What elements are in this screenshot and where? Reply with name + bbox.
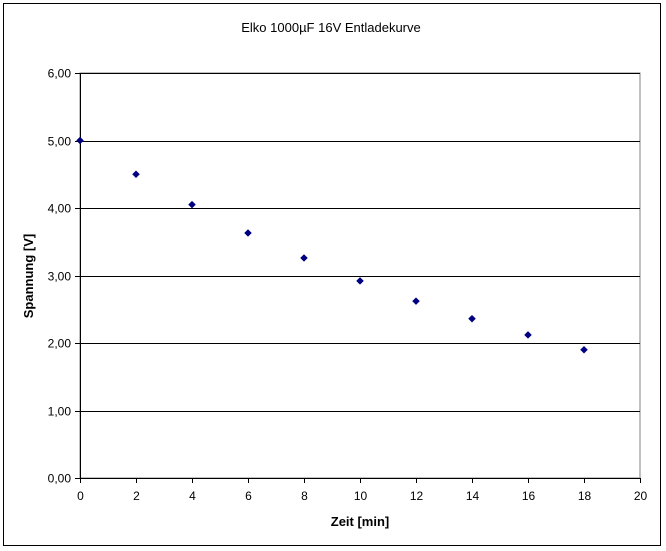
y-tick-label: 6,00 (48, 67, 72, 81)
x-tick-label: 18 (578, 489, 592, 503)
x-tick-label: 16 (522, 489, 536, 503)
data-point (188, 200, 196, 209)
x-axis-tick-labels: 0 2 4 6 8 10 12 14 16 18 20 (77, 489, 647, 503)
x-tick-label: 14 (466, 489, 480, 503)
data-point (412, 297, 420, 306)
y-tick-label: 5,00 (48, 135, 72, 149)
y-tick-label: 0,00 (48, 472, 72, 486)
plot-area (79, 72, 641, 479)
x-tick-label: 20 (634, 489, 648, 503)
y-tick-label: 1,00 (48, 405, 72, 419)
y-axis-tick-labels: 0,00 1,00 2,00 3,00 4,00 5,00 6,00 (48, 67, 72, 486)
data-point (356, 277, 364, 285)
x-tick-label: 6 (245, 489, 252, 503)
y-axis-title: Spannung [V] (21, 234, 36, 319)
y-tick-label: 4,00 (48, 202, 72, 216)
data-point (468, 314, 476, 323)
y-tick-label: 3,00 (48, 270, 72, 284)
x-tick-label: 4 (189, 489, 196, 503)
y-tick-label: 2,00 (48, 337, 72, 351)
x-axis-title: Zeit [min] (331, 514, 390, 529)
data-point (132, 170, 140, 179)
data-point (524, 331, 532, 339)
x-tick-label: 8 (301, 489, 308, 503)
x-tick-label: 0 (77, 489, 84, 503)
x-tick-label: 2 (133, 489, 140, 503)
data-point (244, 229, 252, 237)
data-point (580, 345, 588, 354)
data-points (76, 136, 588, 354)
x-tick-label: 12 (410, 489, 424, 503)
gridlines (80, 73, 640, 412)
x-tick-label: 10 (354, 489, 368, 503)
chart-title: Elko 1000µF 16V Entladekurve (241, 20, 421, 35)
data-point (300, 254, 308, 262)
data-point (76, 136, 84, 145)
